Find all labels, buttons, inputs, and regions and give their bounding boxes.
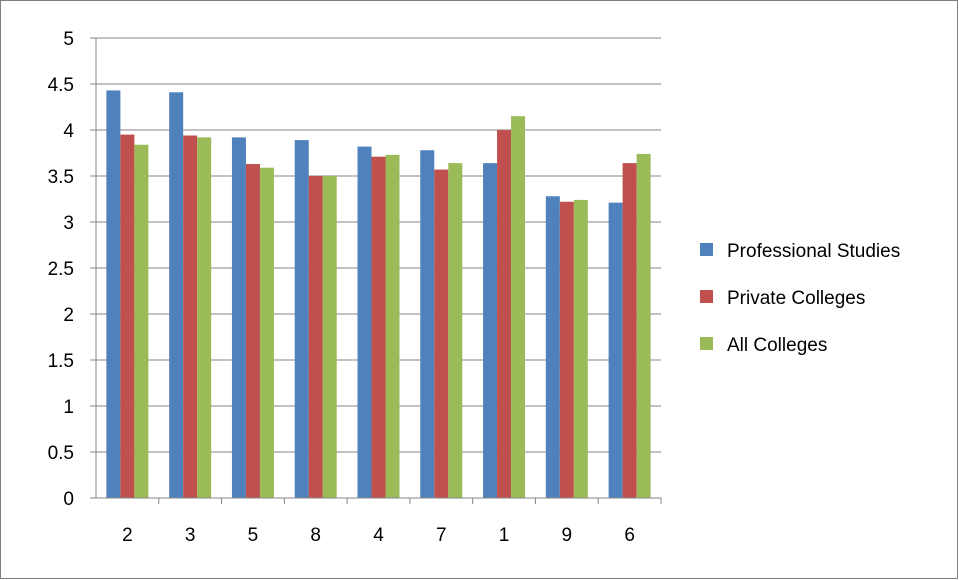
y-tick-label: 0	[63, 489, 74, 510]
y-tick-label: 5	[63, 29, 74, 50]
bar-all-colleges-3	[197, 137, 212, 499]
x-tick-label: 4	[373, 525, 384, 546]
bars	[106, 90, 651, 499]
bar-all-colleges-1	[511, 116, 526, 498]
y-tick-label: 4.5	[48, 75, 74, 96]
bar-all-colleges-6	[636, 153, 651, 499]
legend-swatch	[700, 290, 713, 303]
bar-professional-studies-2	[106, 90, 121, 498]
y-tick-label: 2.5	[48, 259, 74, 280]
bar-professional-studies-4	[357, 146, 372, 498]
axes	[90, 37, 662, 504]
legend-label: Private Colleges	[727, 288, 865, 309]
bar-all-colleges-9	[573, 199, 588, 499]
bar-professional-studies-6	[608, 202, 623, 498]
y-tick-label: 3	[63, 213, 74, 234]
legend-swatch	[700, 243, 713, 256]
x-tick-label: 3	[185, 525, 196, 546]
bar-all-colleges-8	[322, 176, 337, 498]
bar-private-colleges-4	[371, 156, 386, 498]
bar-professional-studies-9	[545, 196, 560, 499]
x-tick-label: 8	[310, 525, 321, 546]
y-tick-label: 1.5	[48, 351, 74, 372]
bar-private-colleges-5	[245, 164, 260, 499]
legend-label: All Colleges	[727, 335, 827, 356]
y-tick-label: 4	[63, 121, 74, 142]
bar-professional-studies-5	[231, 137, 246, 499]
bar-private-colleges-9	[559, 201, 574, 498]
legend-swatch	[700, 337, 713, 350]
bar-professional-studies-3	[169, 92, 184, 498]
tick-labels: 0 0.5 1 1.5 2 2.5 3 3.5 4 4.5 5 2 3 5 8 4 7 1 9 6	[48, 29, 635, 546]
x-tick-label: 6	[624, 525, 635, 546]
x-tick-label: 9	[562, 525, 573, 546]
bar-all-colleges-2	[134, 144, 149, 498]
bar-professional-studies-7	[420, 150, 435, 499]
y-tick-label: 2	[63, 305, 74, 326]
bar-professional-studies-1	[483, 163, 498, 498]
bar-all-colleges-7	[448, 163, 463, 498]
y-tick-label: 3.5	[48, 167, 74, 188]
bar-private-colleges-1	[497, 130, 512, 498]
bar-private-colleges-6	[622, 163, 637, 498]
bar-all-colleges-5	[259, 167, 274, 498]
x-tick-label: 1	[499, 525, 510, 546]
x-tick-label: 2	[122, 525, 133, 546]
x-tick-label: 5	[248, 525, 259, 546]
bar-private-colleges-8	[308, 176, 323, 498]
bar-private-colleges-2	[120, 134, 135, 498]
bar-private-colleges-7	[434, 169, 449, 498]
bar-all-colleges-4	[385, 154, 400, 498]
x-tick-label: 7	[436, 525, 447, 546]
legend-label: Professional Studies	[727, 241, 900, 262]
bar-private-colleges-3	[183, 135, 198, 498]
legend: Professional Studies Private Colleges All …	[700, 241, 900, 356]
y-tick-label: 1	[63, 397, 74, 418]
y-tick-label: 0.5	[48, 443, 74, 464]
bar-professional-studies-8	[294, 140, 309, 498]
